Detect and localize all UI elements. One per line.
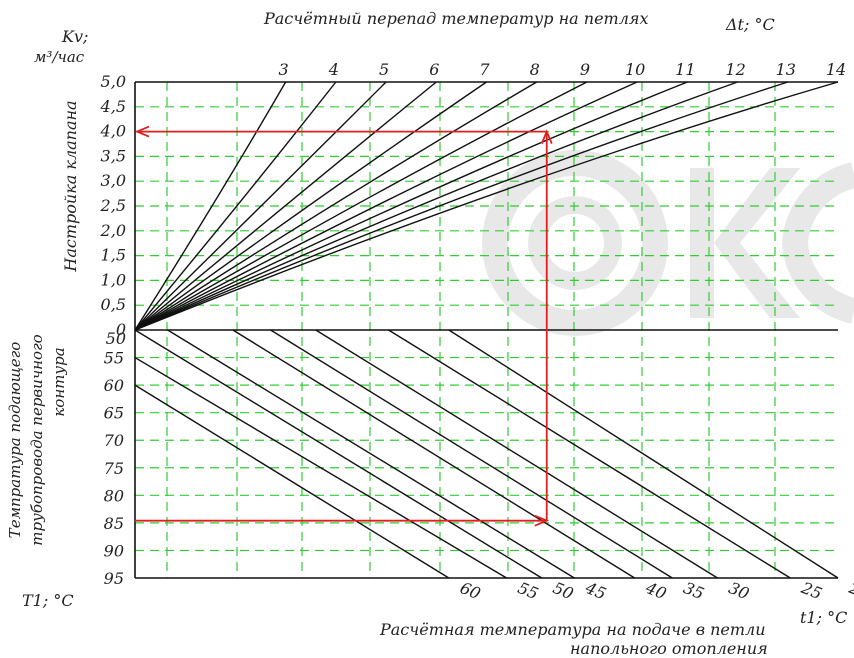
upper-curve-label: 8 — [530, 60, 540, 79]
lower-curve-label: 45 — [582, 578, 609, 604]
lower-curve-label: 55 — [515, 578, 541, 603]
watermark-logo — [482, 150, 854, 336]
upper-curve-11 — [134, 81, 688, 331]
upper-curve-9 — [134, 81, 588, 331]
upper-curve-label: 14 — [826, 60, 846, 79]
upper-curve-4 — [134, 81, 337, 331]
upper-curve-label: 13 — [776, 60, 796, 79]
upper-curve-8 — [134, 81, 538, 331]
upper-y-tick-label: 1,5 — [101, 246, 126, 265]
upper-curve-label: 7 — [479, 60, 490, 79]
lower-line-35 — [270, 329, 673, 579]
upper-curve-label: 3 — [279, 60, 289, 79]
upper-y-tick-labels: 0 0,5 1,0 1,5 2,0 2,5 3,0 3,5 4,0 4,5 5,0 — [100, 72, 126, 339]
lower-y-axis-title-line2: трубопровода первичного — [28, 334, 46, 545]
upper-curve-labels: 3 4 5 6 7 8 9 10 11 12 13 14 — [279, 60, 847, 79]
lower-line-60 — [134, 384, 450, 579]
t1-unit-label: T1; °C — [22, 591, 74, 610]
lower-line-55 — [134, 356, 507, 579]
upper-y-tick-label: 3,5 — [101, 146, 126, 165]
dt-unit-label: Δt; °C — [725, 15, 775, 34]
upper-curve-6 — [134, 81, 437, 331]
upper-curve-label: 6 — [429, 60, 439, 79]
upper-curve-label: 12 — [725, 60, 745, 79]
lower-y-tick-label: 60 — [104, 376, 124, 395]
upper-y-axis-title: Настройка клапана — [61, 100, 80, 272]
lower-curve-label: 60 — [457, 578, 483, 603]
lower-curve-label: 35 — [681, 578, 707, 603]
upper-curve-label: 4 — [328, 60, 339, 79]
lower-y-tick-label: 50 — [106, 329, 126, 348]
lower-x-axis-title-line2: напольного отопления — [570, 639, 768, 658]
upper-curve-10 — [134, 81, 638, 331]
upper-y-tick-label: 2,0 — [100, 221, 126, 240]
lower-y-tick-label: 90 — [104, 541, 124, 560]
lower-curve-label: 40 — [642, 578, 669, 604]
lower-y-tick-label: 75 — [104, 459, 124, 478]
t1-x-unit-label: t1; °C — [800, 608, 847, 627]
lower-curve-label: 30 — [726, 578, 752, 603]
lower-y-axis-title-line3: контура — [50, 347, 68, 416]
lower-line-20 — [448, 329, 839, 579]
lower-y-tick-label: 70 — [104, 431, 124, 450]
upper-title: Расчётный перепад температур на петлях — [263, 9, 649, 28]
lower-line-50 — [134, 329, 543, 579]
upper-curve-12 — [134, 81, 738, 331]
upper-y-tick-label: 2,5 — [100, 196, 126, 215]
lower-curve-label: 50 — [550, 578, 576, 603]
upper-y-tick-label: 4,5 — [100, 97, 126, 116]
grid-lines — [135, 82, 838, 578]
upper-curve-label: 10 — [625, 60, 645, 79]
upper-y-tick-label: 0 — [116, 320, 126, 339]
upper-y-tick-label: 5,0 — [101, 72, 126, 91]
lower-curve-labels: 60 55 50 45 40 35 30 25 20 — [457, 578, 854, 604]
upper-curve-13 — [134, 81, 789, 331]
lower-y-tick-label: 55 — [104, 349, 124, 368]
upper-curve-5 — [134, 81, 387, 331]
upper-y-tick-label: 3,0 — [101, 171, 126, 190]
lower-y-tick-label: 80 — [104, 486, 124, 505]
upper-curve-label: 11 — [675, 60, 695, 79]
lower-x-axis-title-line1: Расчётная температура на подаче в петли — [379, 620, 766, 639]
lower-line-25 — [388, 329, 791, 579]
lower-y-tick-label: 85 — [104, 514, 124, 533]
chart-frame — [134, 81, 838, 579]
lower-curves — [134, 329, 839, 579]
lower-line-45 — [167, 329, 575, 579]
upper-y-tick-label: 4,0 — [100, 122, 126, 141]
lower-curve-label: 25 — [798, 578, 825, 604]
upper-y-tick-label: 1,0 — [101, 270, 126, 289]
upper-curve-14 — [134, 81, 839, 331]
lower-curve-label: 20 — [846, 578, 854, 604]
upper-y-tick-label: 0,5 — [101, 295, 126, 314]
lower-y-axis-title-line1: Темпратура подающего — [6, 342, 24, 539]
upper-curve-label: 9 — [580, 60, 590, 79]
example-path — [134, 125, 553, 527]
lower-line-30 — [315, 329, 718, 579]
lower-line-40 — [232, 329, 635, 579]
upper-curve-7 — [134, 81, 487, 331]
kv-unit-sub-label: м³/час — [34, 48, 85, 66]
upper-curves — [134, 81, 839, 331]
upper-curve-label: 5 — [379, 60, 389, 79]
kv-unit-label: Kv; — [61, 27, 88, 46]
upper-curve-3 — [134, 81, 287, 331]
example-path-arrowhead-left — [134, 125, 150, 138]
lower-y-tick-label: 65 — [104, 404, 124, 423]
lower-y-tick-label: 95 — [104, 569, 124, 588]
